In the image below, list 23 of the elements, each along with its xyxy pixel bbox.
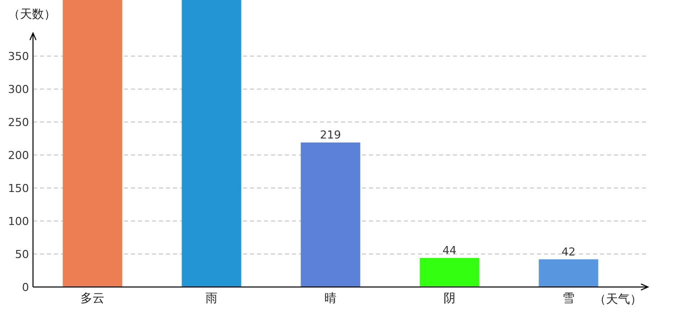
bar (182, 0, 242, 287)
bar (62, 0, 122, 287)
x-tick-label: 多云 (80, 291, 104, 305)
bar (538, 259, 598, 287)
y-tick-label: 150 (8, 182, 29, 196)
y-tick-label: 300 (8, 83, 29, 96)
y-tick-label: 250 (8, 116, 29, 130)
data-label: 44 (442, 244, 456, 257)
x-tick-label: 雨 (206, 291, 218, 305)
y-tick-label: 0 (22, 281, 29, 294)
bar (300, 142, 360, 287)
y-tick-label: 200 (8, 149, 29, 162)
y-tick-label: 100 (8, 215, 29, 228)
y-tick-label: 50 (15, 248, 29, 262)
y-tick-label: 350 (8, 50, 29, 64)
x-tick-label: 雪 (562, 291, 574, 305)
x-tick-label: 阴 (444, 291, 456, 305)
y-axis-title: （天数） (8, 7, 56, 21)
x-tick-label: 晴 (324, 291, 336, 305)
bar (420, 258, 480, 287)
data-label: 219 (320, 128, 341, 142)
x-axis-title: （天气） (594, 292, 642, 306)
data-label: 42 (562, 245, 576, 258)
